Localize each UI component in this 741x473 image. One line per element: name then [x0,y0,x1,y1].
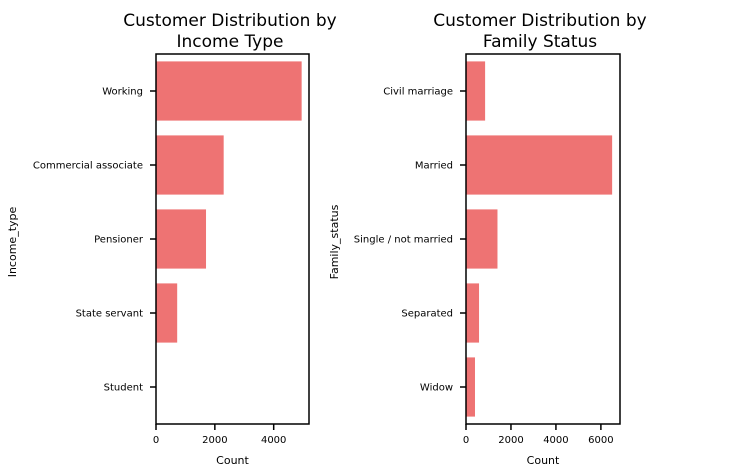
x-tick-label: 0 [153,435,159,446]
x-tick-label: 6000 [588,435,613,446]
bar [466,283,480,343]
y-tick-label: Civil marriage [383,87,453,98]
bar [156,61,302,121]
chart-title-line: Customer Distribution by [123,11,336,31]
y-axis-label: Family_status [328,204,341,279]
x-tick-label: 2000 [498,435,523,446]
y-tick-label: State servant [76,309,144,320]
chart-title-line: Family Status [483,32,597,52]
bar [466,209,498,269]
x-tick-label: 4000 [543,435,568,446]
bar [466,135,613,195]
bar [466,357,475,417]
x-tick-label: 4000 [261,435,286,446]
x-axis-label: Count [216,454,249,467]
y-tick-label: Pensioner [94,235,144,246]
y-tick-label: Single / not married [354,235,453,246]
y-tick-label: Separated [401,309,453,320]
x-tick-label: 0 [463,435,469,446]
bar [466,61,486,121]
bar [156,209,207,269]
y-tick-label: Commercial associate [33,161,143,172]
y-tick-label: Working [102,87,143,98]
y-tick-label: Widow [420,383,453,394]
chart-title-line: Income Type [176,32,283,52]
chart-title-line: Customer Distribution by [433,11,646,31]
bar [156,135,224,195]
y-tick-label: Married [415,161,453,172]
bar [156,283,178,343]
y-tick-label: Student [104,383,143,394]
x-axis-label: Count [527,454,560,467]
y-axis-label: Income_type [6,206,19,277]
x-tick-label: 2000 [202,435,227,446]
